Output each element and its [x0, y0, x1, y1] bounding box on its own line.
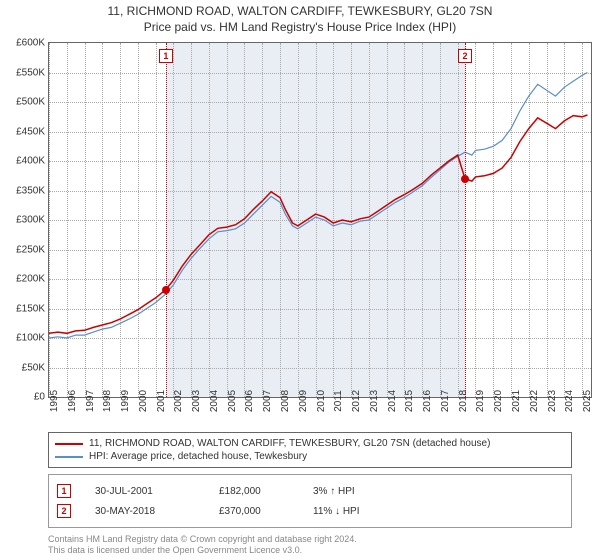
legend-row: HPI: Average price, detached house, Tewk…	[55, 450, 565, 463]
series-legend: 11, RICHMOND ROAD, WALTON CARDIFF, TEWKE…	[48, 432, 572, 468]
sale-marker-dot	[461, 175, 469, 183]
sale-price: £370,000	[219, 506, 289, 517]
y-axis-label: £550K	[16, 67, 45, 78]
sales-table: 1 30-JUL-2001 £182,000 3% ↑ HPI 2 30-MAY-2018…	[48, 474, 572, 528]
legend-swatch	[55, 443, 83, 445]
y-axis-label: £600K	[16, 38, 45, 49]
y-axis-label: £300K	[16, 215, 45, 226]
y-axis-label: £100K	[16, 333, 45, 344]
attribution-footer: Contains HM Land Registry data © Crown c…	[48, 534, 572, 556]
y-axis-label: £150K	[16, 303, 45, 314]
sale-date: 30-JUL-2001	[95, 486, 195, 497]
sale-marker-line	[166, 43, 167, 397]
legend-label: 11, RICHMOND ROAD, WALTON CARDIFF, TEWKE…	[89, 438, 490, 449]
sale-num-box: 2	[57, 504, 71, 518]
sale-row: 2 30-MAY-2018 £370,000 11% ↓ HPI	[57, 501, 563, 521]
sale-marker-box: 1	[159, 49, 173, 63]
legend-row: 11, RICHMOND ROAD, WALTON CARDIFF, TEWKE…	[55, 437, 565, 450]
sale-pct: 11% ↓ HPI	[313, 506, 393, 517]
y-axis-label: £250K	[16, 244, 45, 255]
series-hpi	[49, 73, 587, 339]
y-axis-label: £200K	[16, 274, 45, 285]
y-axis-label: £500K	[16, 97, 45, 108]
sale-row: 1 30-JUL-2001 £182,000 3% ↑ HPI	[57, 481, 563, 501]
legend-label: HPI: Average price, detached house, Tewk…	[89, 451, 307, 462]
chart-subtitle: Price paid vs. HM Land Registry's House …	[0, 18, 600, 34]
y-axis-label: £50K	[22, 362, 45, 373]
series-property	[49, 115, 587, 333]
chart-plot-area: £0£50K£100K£150K£200K£250K£300K£350K£400…	[48, 42, 592, 398]
chart-lines	[49, 43, 591, 397]
y-axis-label: £0	[34, 392, 45, 403]
sale-marker-line	[465, 43, 466, 397]
sale-num-box: 1	[57, 484, 71, 498]
y-axis-label: £400K	[16, 156, 45, 167]
y-axis-label: £450K	[16, 126, 45, 137]
legend-swatch	[55, 456, 83, 458]
footer-line: Contains HM Land Registry data © Crown c…	[48, 534, 572, 545]
sale-marker-box: 2	[458, 49, 472, 63]
sale-pct: 3% ↑ HPI	[313, 486, 393, 497]
chart-title: 11, RICHMOND ROAD, WALTON CARDIFF, TEWKE…	[0, 0, 600, 18]
sale-marker-dot	[162, 286, 170, 294]
y-axis-label: £350K	[16, 185, 45, 196]
footer-line: This data is licensed under the Open Gov…	[48, 545, 572, 556]
sale-date: 30-MAY-2018	[95, 506, 195, 517]
sale-price: £182,000	[219, 486, 289, 497]
